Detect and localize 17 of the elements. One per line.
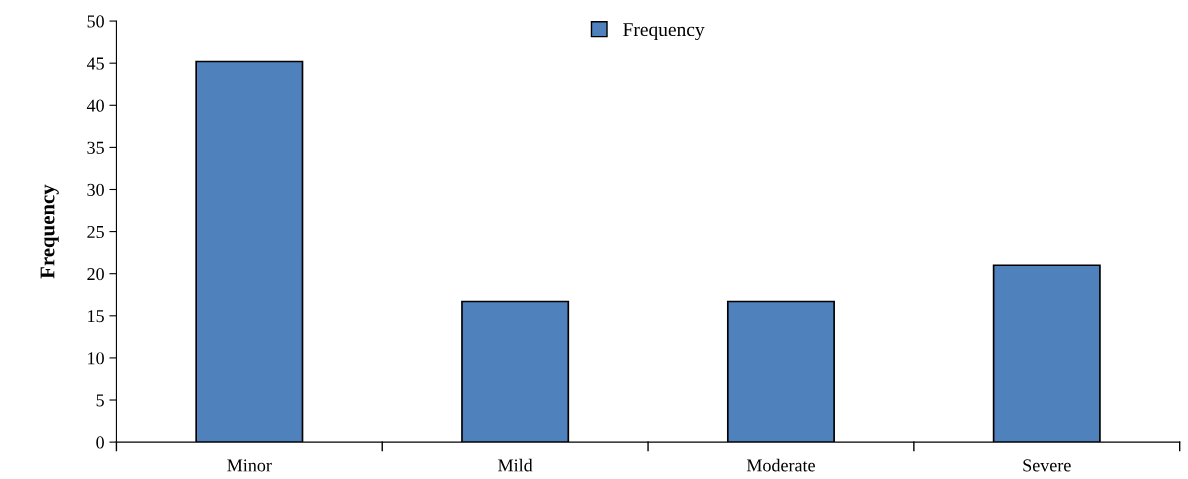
y-axis-title: Frequency <box>40 184 59 279</box>
x-tick-label: Mild <box>498 458 533 472</box>
y-tick-label: 20 <box>87 267 104 281</box>
y-tick-label: 50 <box>87 15 104 28</box>
y-tick-label: 40 <box>86 99 104 112</box>
x-tick-label: Severe <box>1023 459 1071 472</box>
y-tick-label: 5 <box>96 394 104 407</box>
x-tick-label: Moderate <box>746 458 815 472</box>
y-tick-label: 10 <box>88 352 104 365</box>
y-tick-label: 25 <box>87 225 104 239</box>
y-tick-label: 30 <box>87 183 104 196</box>
y-tick-label: 45 <box>86 57 104 70</box>
y-tick-label: 35 <box>87 141 104 154</box>
y-tick-label: 15 <box>88 310 104 323</box>
legend-label: Frequency <box>623 23 705 41</box>
y-tick-label: 0 <box>96 436 104 449</box>
x-tick-label: Minor <box>227 459 272 472</box>
